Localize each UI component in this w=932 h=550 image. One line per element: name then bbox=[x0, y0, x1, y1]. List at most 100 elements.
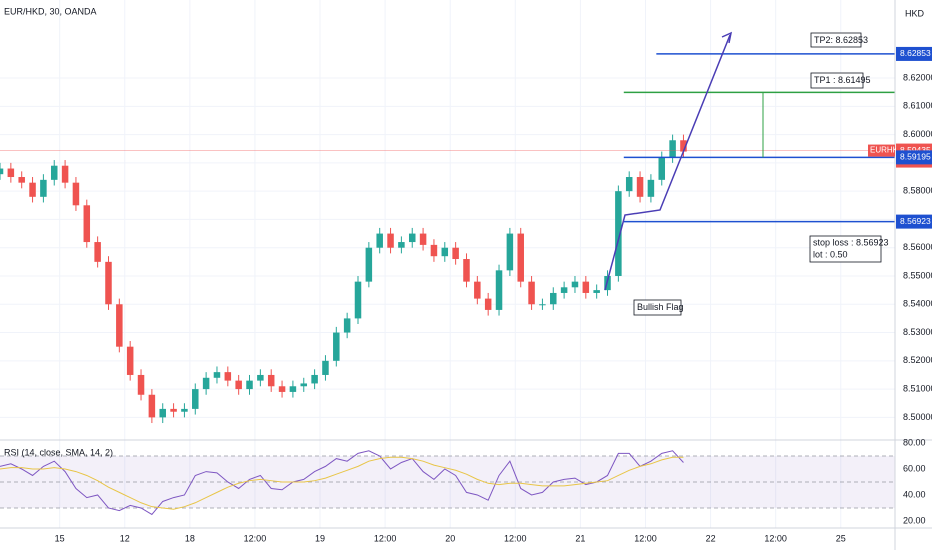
projection-arrow bbox=[604, 34, 731, 291]
candle-body bbox=[398, 242, 405, 248]
candle-body bbox=[647, 179, 655, 197]
rsi-pane bbox=[0, 450, 895, 516]
annotation: Bullish Flag bbox=[637, 302, 684, 312]
candle-body bbox=[181, 408, 188, 412]
candle-body bbox=[408, 233, 416, 243]
candle-body bbox=[192, 389, 199, 409]
candle-body bbox=[430, 244, 438, 257]
y-tick-label: 8.52000 bbox=[903, 355, 932, 365]
candle-body bbox=[213, 372, 221, 378]
candle-body bbox=[354, 281, 362, 319]
grid bbox=[0, 0, 895, 528]
level-label-box bbox=[896, 150, 932, 165]
candle-body bbox=[636, 177, 644, 197]
candle-body bbox=[116, 304, 123, 347]
axes: 15 12 18 12:00 19 12:00 20 12:00 21 12:00 22 12:00 2… bbox=[55, 46, 932, 543]
candle-body bbox=[246, 380, 253, 390]
annotation: lot : 0.50 bbox=[813, 249, 848, 259]
candle-body bbox=[235, 380, 242, 390]
x-tick-label: 12:00 bbox=[764, 533, 787, 543]
y-tick-label: 8.62000 bbox=[903, 72, 932, 82]
candle-body bbox=[83, 205, 91, 243]
candle-body bbox=[18, 177, 25, 183]
candle-body bbox=[278, 386, 286, 392]
candle-body bbox=[94, 242, 101, 262]
x-tick-label: 25 bbox=[836, 533, 846, 543]
annotation-box bbox=[809, 235, 882, 263]
levels bbox=[0, 53, 895, 223]
candle-body bbox=[170, 408, 177, 412]
annotation: TP2: 8.62853 bbox=[814, 35, 868, 45]
candle-body bbox=[571, 281, 579, 288]
candle-body bbox=[105, 261, 112, 305]
y-tick-label: 8.53000 bbox=[903, 327, 932, 337]
annotation-box bbox=[810, 32, 862, 48]
y-tick-label: 8.61000 bbox=[903, 101, 932, 111]
candle-body bbox=[40, 179, 47, 197]
candle-body bbox=[376, 233, 383, 248]
candle-body bbox=[484, 298, 492, 310]
level-label-box bbox=[896, 46, 932, 61]
candle-body bbox=[560, 287, 568, 293]
candle-body bbox=[669, 140, 676, 158]
level-label: 8.59195 bbox=[900, 152, 931, 162]
candle-body bbox=[126, 346, 134, 375]
x-tick-label: 12:00 bbox=[634, 533, 657, 543]
candle-body bbox=[474, 281, 481, 299]
annotation: stop loss : 8.56923 bbox=[813, 237, 889, 247]
rsi-tick-label: 40.00 bbox=[903, 489, 926, 499]
candle-body bbox=[50, 165, 58, 180]
candles bbox=[0, 134, 687, 424]
last-price-label: 8.59435 bbox=[900, 145, 931, 155]
candle-body bbox=[61, 165, 69, 183]
candle-body bbox=[322, 360, 329, 375]
currency: HKD bbox=[905, 8, 925, 18]
candle-body bbox=[7, 168, 15, 178]
rsi-tick-label: 60.00 bbox=[903, 463, 926, 473]
y-tick-label: 8.60000 bbox=[903, 129, 932, 139]
candle-body bbox=[137, 374, 145, 395]
x-tick-label: 19 bbox=[315, 533, 325, 543]
candle-body bbox=[539, 304, 546, 306]
candle-body bbox=[72, 182, 80, 206]
last-symbol-box bbox=[868, 144, 895, 157]
last-symbol: EURHKD bbox=[870, 146, 904, 155]
rsi-tick-label: 80.00 bbox=[903, 437, 926, 447]
annotation-box bbox=[633, 299, 682, 316]
x-tick-label: 12:00 bbox=[504, 533, 527, 543]
candle-body bbox=[615, 191, 622, 276]
candle-body bbox=[506, 233, 514, 271]
rsi-tick-label: 20.00 bbox=[903, 515, 926, 525]
candle-body bbox=[202, 377, 210, 390]
candle-body bbox=[224, 372, 232, 381]
candle-body bbox=[387, 233, 394, 248]
candle-body bbox=[625, 177, 633, 192]
candle-body bbox=[257, 374, 264, 381]
annotation: TP1 : 8.61495 bbox=[814, 75, 871, 85]
rsi-line bbox=[0, 456, 684, 510]
x-tick-label: 20 bbox=[445, 533, 455, 543]
candle-body bbox=[148, 394, 156, 418]
candle-body bbox=[343, 318, 351, 333]
level-label: 8.62853 bbox=[900, 48, 931, 58]
level-label: 8.56923 bbox=[900, 216, 931, 226]
x-tick-label: 15 bbox=[55, 533, 65, 543]
candle-body bbox=[550, 292, 557, 305]
candle-body bbox=[593, 290, 600, 293]
rsi-line bbox=[0, 450, 684, 516]
x-tick-label: 22 bbox=[706, 533, 716, 543]
y-tick-label: 8.54000 bbox=[903, 299, 932, 309]
x-tick-label: 12:00 bbox=[244, 533, 267, 543]
candle-body bbox=[289, 386, 297, 392]
level-label-box bbox=[896, 214, 932, 229]
y-tick-label: 8.56000 bbox=[903, 242, 932, 252]
candle-body bbox=[463, 259, 470, 282]
candle-body bbox=[29, 182, 36, 197]
rsi-title: RSI (14, close, SMA, 14, 2) bbox=[4, 447, 113, 457]
candle-body bbox=[300, 383, 308, 387]
chart-title: EUR/HKD, 30, OANDA bbox=[4, 6, 97, 16]
candle-body bbox=[441, 247, 449, 257]
candle-body bbox=[452, 247, 459, 260]
annotation-box bbox=[810, 72, 864, 89]
